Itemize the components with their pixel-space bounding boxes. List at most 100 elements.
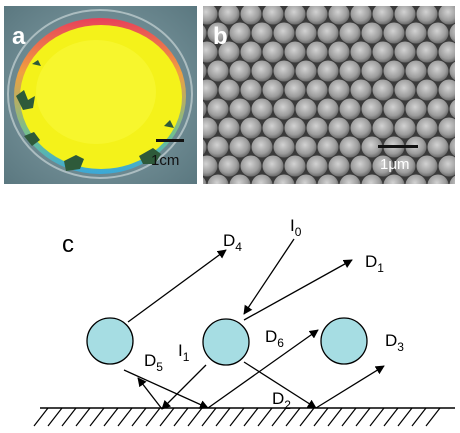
sem-sphere bbox=[372, 117, 394, 139]
label-D5: D5 bbox=[144, 351, 163, 374]
label-D4: D4 bbox=[223, 231, 242, 254]
hatch-line bbox=[131, 407, 147, 427]
sem-sphere bbox=[240, 79, 262, 101]
residue-left bbox=[16, 90, 35, 110]
sem-sphere bbox=[449, 61, 455, 81]
hatch-line bbox=[75, 407, 91, 427]
sem-sphere bbox=[229, 60, 251, 82]
hatch-line bbox=[47, 407, 63, 427]
sem-sphere bbox=[262, 41, 284, 63]
sem-sphere bbox=[203, 41, 218, 63]
hatch-line bbox=[313, 407, 329, 427]
hatch-line bbox=[187, 407, 203, 427]
residue-bottom bbox=[64, 155, 84, 171]
sem-sphere bbox=[394, 79, 416, 101]
substrate-hatching bbox=[33, 407, 441, 427]
scale-label-b: 1μm bbox=[380, 156, 409, 173]
sem-sphere bbox=[295, 98, 317, 120]
hatch-line bbox=[103, 407, 119, 427]
hatch-line bbox=[299, 407, 315, 427]
hatch-line bbox=[117, 407, 133, 427]
ray-I1 bbox=[161, 364, 207, 410]
ray-D1 bbox=[243, 259, 353, 321]
sphere-middle bbox=[202, 318, 250, 366]
sem-sphere bbox=[229, 22, 251, 44]
sem-sphere bbox=[207, 174, 229, 184]
sem-sphere bbox=[405, 98, 427, 120]
sem-sphere bbox=[394, 41, 416, 63]
sem-sphere bbox=[339, 22, 361, 44]
sem-sphere bbox=[306, 6, 328, 25]
sem-sphere bbox=[273, 60, 295, 82]
sem-sphere bbox=[251, 60, 273, 82]
sem-sphere bbox=[203, 155, 218, 177]
sem-sphere bbox=[306, 117, 328, 139]
ray-left-to-substrate bbox=[123, 369, 209, 409]
scattering-diagram: c I0 D4 D1 I1 D5 D6 D3 D2 bbox=[33, 216, 455, 427]
sem-sphere bbox=[328, 155, 350, 177]
sem-sphere bbox=[207, 22, 229, 44]
hatch-line bbox=[33, 407, 49, 427]
sem-sphere bbox=[449, 137, 455, 157]
sem-sphere bbox=[317, 136, 339, 158]
label-D3: D3 bbox=[385, 331, 404, 354]
sem-sphere bbox=[262, 155, 284, 177]
sem-sphere bbox=[218, 79, 240, 101]
sem-sphere bbox=[383, 22, 405, 44]
sem-sphere bbox=[405, 60, 427, 82]
sem-sphere bbox=[203, 177, 207, 184]
sem-sphere bbox=[350, 6, 372, 25]
sem-sphere bbox=[317, 22, 339, 44]
sem-sphere bbox=[317, 60, 339, 82]
ray-D4 bbox=[127, 249, 227, 323]
sem-sphere bbox=[383, 60, 405, 82]
sem-sphere bbox=[240, 117, 262, 139]
sem-sphere bbox=[427, 98, 449, 120]
sem-sphere bbox=[262, 6, 284, 25]
hatch-line bbox=[201, 407, 217, 427]
petri-dish-image: a 1cm bbox=[4, 6, 197, 184]
sem-sphere bbox=[218, 6, 240, 25]
hatch-line bbox=[159, 407, 175, 427]
sem-sphere bbox=[394, 6, 416, 25]
hatch-line bbox=[397, 407, 413, 427]
sem-sphere bbox=[427, 22, 449, 44]
hatch-line bbox=[89, 407, 105, 427]
hatch-line bbox=[243, 407, 259, 427]
panel-b-sem: b 1μm bbox=[203, 6, 455, 184]
sem-sphere bbox=[361, 136, 383, 158]
hatch-line bbox=[285, 407, 301, 427]
sem-sphere bbox=[273, 98, 295, 120]
sem-sphere bbox=[203, 117, 218, 139]
label-D2: D2 bbox=[272, 389, 291, 412]
sem-sphere bbox=[416, 41, 438, 63]
sem-sphere bbox=[251, 98, 273, 120]
sem-sphere bbox=[240, 6, 262, 25]
sem-sphere bbox=[339, 60, 361, 82]
sem-sphere bbox=[317, 98, 339, 120]
panel-a-photo: a 1cm bbox=[4, 6, 197, 184]
sem-sphere bbox=[229, 98, 251, 120]
hatch-line bbox=[327, 407, 343, 427]
sem-sphere bbox=[328, 41, 350, 63]
sem-sphere bbox=[361, 98, 383, 120]
sem-sphere bbox=[372, 79, 394, 101]
sem-sphere bbox=[262, 117, 284, 139]
sem-sphere bbox=[350, 117, 372, 139]
sem-sphere bbox=[273, 22, 295, 44]
sem-sphere bbox=[295, 174, 317, 184]
sem-sphere bbox=[416, 6, 438, 25]
sphere-lattice bbox=[203, 6, 455, 184]
sem-sphere bbox=[240, 155, 262, 177]
sem-sphere bbox=[284, 41, 306, 63]
sem-sphere bbox=[438, 41, 455, 63]
scale-bar-b bbox=[378, 145, 418, 148]
sem-sphere bbox=[449, 99, 455, 119]
hatch-line bbox=[145, 407, 161, 427]
sem-sphere bbox=[207, 136, 229, 158]
sem-sphere bbox=[240, 41, 262, 63]
sem-sphere bbox=[203, 63, 207, 79]
sem-sphere bbox=[427, 60, 449, 82]
sem-sphere bbox=[405, 174, 427, 184]
sem-sphere bbox=[416, 79, 438, 101]
